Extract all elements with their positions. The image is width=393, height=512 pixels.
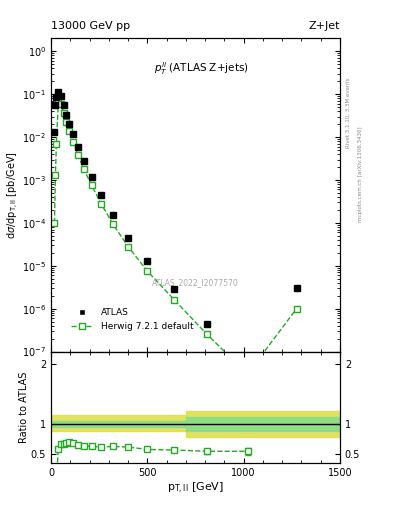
X-axis label: p$_{\rm T,ll}$ [GeV]: p$_{\rm T,ll}$ [GeV] <box>167 481 224 496</box>
Y-axis label: Ratio to ATLAS: Ratio to ATLAS <box>20 372 29 443</box>
Legend: ATLAS, Herwig 7.2.1 default: ATLAS, Herwig 7.2.1 default <box>67 305 197 334</box>
Text: Rivet 3.1.10, 3.3M events: Rivet 3.1.10, 3.3M events <box>346 77 351 148</box>
Y-axis label: d$\sigma$/dp$_{\rm T,ll}$ [pb/GeV]: d$\sigma$/dp$_{\rm T,ll}$ [pb/GeV] <box>6 151 21 239</box>
Text: 13000 GeV pp: 13000 GeV pp <box>51 20 130 31</box>
Text: mcplots.cern.ch [arXiv:1306.3436]: mcplots.cern.ch [arXiv:1306.3436] <box>358 126 363 222</box>
Text: ATLAS_2022_I2077570: ATLAS_2022_I2077570 <box>152 278 239 287</box>
Text: $p_T^{ll}$ (ATLAS Z+jets): $p_T^{ll}$ (ATLAS Z+jets) <box>154 60 249 77</box>
Text: Z+Jet: Z+Jet <box>309 20 340 31</box>
